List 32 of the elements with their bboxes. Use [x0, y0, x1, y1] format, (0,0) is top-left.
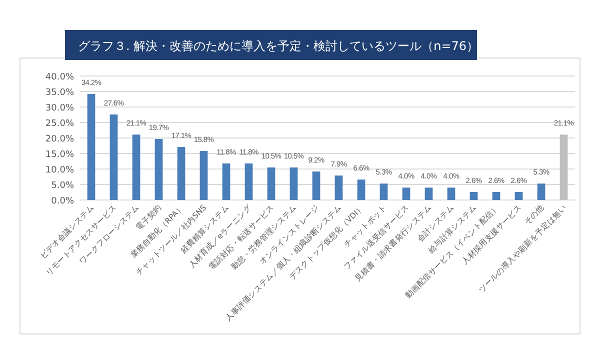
bar — [200, 151, 208, 200]
y-tick-label: 5.0% — [51, 181, 74, 191]
bar — [537, 184, 546, 200]
bar — [447, 188, 456, 200]
bar — [334, 176, 343, 200]
y-tick-label: 35.0% — [45, 88, 74, 98]
bar — [177, 146, 186, 200]
y-tick-label: 10.0% — [45, 166, 74, 176]
chart-title: グラフ３. 解決・改善のために導入を予定・検討しているツール（n=76） — [78, 39, 479, 53]
y-tick-label: 40.0% — [45, 72, 74, 82]
y-tick-label: 20.0% — [45, 134, 74, 144]
y-tick-label: 25.0% — [45, 119, 74, 129]
bar — [424, 188, 433, 200]
bar — [290, 167, 298, 200]
bar — [380, 184, 388, 200]
bar — [312, 171, 320, 200]
bar — [154, 138, 163, 200]
bar — [267, 167, 276, 200]
bar — [560, 134, 568, 200]
bar — [244, 163, 253, 200]
bar — [402, 188, 410, 200]
bar — [132, 134, 140, 200]
bar — [492, 192, 500, 200]
y-tick-label: 30.0% — [45, 104, 74, 114]
bar — [470, 192, 478, 200]
bar — [110, 114, 118, 200]
y-tick-label: 0.0% — [51, 196, 74, 206]
bar — [514, 192, 523, 200]
bar — [357, 180, 366, 200]
bar — [87, 94, 96, 200]
y-tick-label: 15.0% — [45, 150, 74, 160]
bar — [222, 163, 230, 200]
